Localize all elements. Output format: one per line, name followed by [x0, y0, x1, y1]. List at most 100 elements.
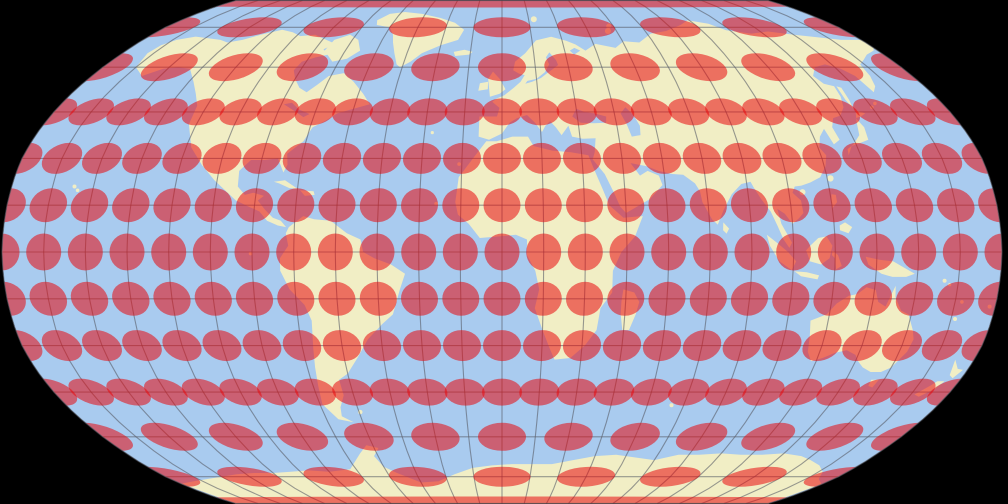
tissot-ellipse — [322, 330, 362, 362]
tissot-ellipse — [442, 188, 480, 223]
tissot-ellipse — [651, 233, 687, 271]
tissot-ellipse — [642, 142, 682, 174]
tissot-ellipse — [242, 330, 282, 362]
tissot-ellipse — [567, 233, 603, 271]
tissot-ellipse — [294, 98, 336, 126]
tissot-ellipse — [332, 378, 373, 406]
tissot-ellipse — [762, 142, 802, 174]
tissot-ellipse — [67, 233, 103, 271]
tissot-ellipse — [234, 233, 270, 271]
tissot-ellipse — [942, 233, 978, 271]
tissot-ellipse — [610, 422, 660, 451]
tissot-ellipse — [519, 98, 560, 126]
tissot-ellipse — [317, 233, 353, 271]
tissot-ellipse — [29, 281, 68, 316]
island-dot — [942, 278, 947, 283]
tissot-ellipse — [631, 378, 672, 406]
tissot-ellipse — [484, 233, 520, 271]
tissot-ellipse — [140, 422, 198, 451]
tissot-ellipse — [318, 188, 356, 223]
tissot-ellipse — [901, 233, 937, 271]
tissot-ellipse — [854, 281, 892, 316]
tissot-ellipse — [41, 142, 83, 174]
tissot-ellipse — [859, 233, 895, 271]
tissot-ellipse — [407, 98, 448, 126]
tissot-ellipse — [444, 98, 485, 126]
landmass-nz-north-island — [949, 359, 963, 379]
tissot-ellipse — [842, 142, 882, 174]
tissot-ellipse — [162, 330, 202, 362]
tissot-ellipse — [151, 233, 187, 271]
island-dot — [669, 403, 674, 408]
tissot-ellipse — [648, 281, 686, 316]
tissot-ellipse — [640, 17, 701, 38]
tissot-ellipse — [388, 466, 447, 487]
tissot-ellipse — [478, 53, 526, 82]
tissot-ellipse — [401, 233, 437, 271]
tissot-ellipse — [524, 188, 562, 223]
tissot-ellipse — [890, 98, 936, 126]
tissot-ellipse — [332, 98, 373, 126]
tissot-ellipse — [208, 422, 263, 451]
tissot-ellipse — [257, 378, 299, 406]
tissot-ellipse — [235, 281, 274, 316]
tissot-ellipse — [692, 233, 728, 271]
tissot-ellipse — [70, 188, 109, 223]
tissot-ellipse — [482, 378, 522, 406]
tissot-ellipse — [81, 330, 123, 362]
tissot-ellipse — [303, 466, 364, 487]
tissot-ellipse — [411, 53, 460, 82]
tissot-ellipse — [444, 378, 485, 406]
tissot-ellipse — [556, 378, 597, 406]
tissot-ellipse — [610, 53, 660, 82]
tissot-ellipse — [122, 330, 162, 362]
tissot-ellipse — [526, 233, 562, 271]
landmass-sri-lanka — [723, 222, 730, 234]
tissot-ellipse — [593, 98, 635, 126]
tissot-ellipse — [362, 142, 402, 174]
tissot-ellipse — [816, 98, 860, 126]
tissot-ellipse — [194, 281, 232, 316]
tissot-ellipse — [854, 188, 892, 223]
tissot-ellipse — [519, 378, 560, 406]
tissot-ellipse — [359, 188, 397, 223]
tissot-ellipse — [318, 281, 356, 316]
tissot-ellipse — [277, 188, 315, 223]
tissot-ellipse — [730, 188, 769, 223]
tissot-ellipse — [779, 98, 823, 126]
tissot-ellipse — [937, 188, 975, 223]
tissot-ellipse — [921, 142, 963, 174]
island-dot — [953, 317, 957, 321]
tissot-ellipse — [388, 17, 447, 38]
tissot-ellipse — [442, 142, 482, 174]
tissot-ellipse — [483, 330, 521, 362]
landmass-ireland — [478, 81, 489, 91]
tissot-ellipse — [565, 188, 604, 223]
tissot-ellipse — [276, 53, 329, 82]
tissot-ellipse — [219, 378, 262, 406]
tissot-ellipse — [648, 188, 686, 223]
tissot-ellipse — [556, 98, 597, 126]
tissot-ellipse — [217, 17, 282, 38]
tissot-ellipse — [741, 53, 796, 82]
tissot-ellipse — [557, 17, 616, 38]
tissot-ellipse — [675, 53, 728, 82]
tissot-ellipse — [402, 142, 442, 174]
tissot-ellipse — [524, 281, 562, 316]
tissot-ellipse — [112, 188, 150, 223]
tissot-ellipse — [109, 233, 145, 271]
tissot-ellipse — [282, 330, 322, 362]
tissot-ellipse — [668, 98, 710, 126]
tissot-ellipse — [772, 281, 810, 316]
tissot-ellipse — [813, 188, 851, 223]
tissot-ellipse — [112, 281, 150, 316]
tissot-ellipse — [276, 233, 312, 271]
tissot-ellipse — [344, 422, 394, 451]
tissot-ellipse — [853, 378, 898, 406]
tissot-ellipse — [776, 233, 812, 271]
tissot-ellipse — [640, 466, 701, 487]
tissot-ellipse — [202, 142, 242, 174]
tissot-ellipse — [257, 98, 299, 126]
